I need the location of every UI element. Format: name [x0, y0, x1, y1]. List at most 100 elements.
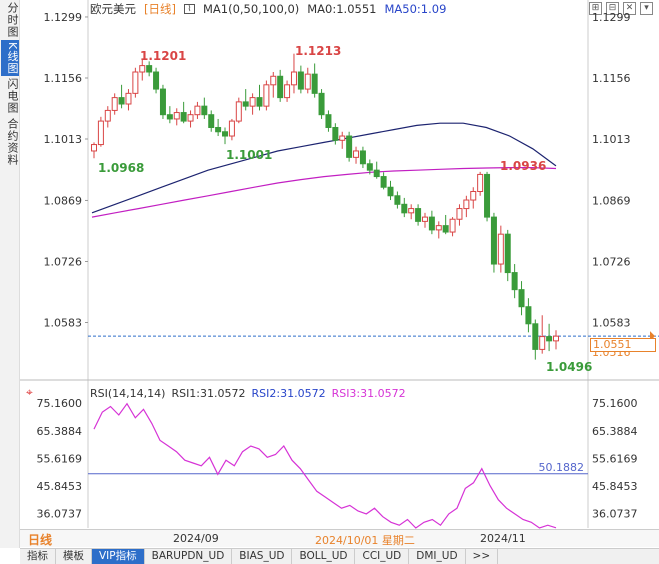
candle-body — [518, 289, 525, 308]
ma50-line — [91, 122, 557, 214]
x-axis: 日线 2024/09 2024/10/01 星期二 2024/11 — [20, 529, 659, 547]
tab-lightning[interactable]: 闪电图 — [6, 78, 19, 115]
tab-contract-info[interactable]: 合约资料 — [6, 118, 19, 167]
tab-timeshare[interactable]: 分时图 — [6, 2, 19, 38]
tab-barupdn[interactable]: BARUPDN_UD — [145, 549, 233, 564]
candle-body — [132, 71, 139, 94]
price-tick-right: 1.0869 — [592, 194, 631, 207]
candle-body — [449, 218, 456, 233]
candle-body — [408, 208, 415, 214]
candle-body — [415, 208, 422, 222]
close-icon[interactable]: ✕ — [623, 2, 636, 15]
candle-body — [339, 135, 346, 141]
candle-body — [166, 114, 173, 120]
x-label-oct: 2024/10/01 星期二 — [315, 534, 415, 547]
price-tick-left: 1.1156 — [44, 72, 83, 85]
tab-indicators[interactable]: 指标 — [20, 549, 56, 564]
x-period-label[interactable]: 日线 — [28, 533, 53, 547]
chart-header: 欧元美元 [日线] ⌇ MA1(0,50,100,0) MA0:1.0551 M… — [90, 1, 446, 17]
candle-body — [194, 105, 201, 116]
price-tick-right: 1.1013 — [592, 133, 631, 146]
candle-body — [304, 73, 311, 90]
price-tick-right: 1.1299 — [592, 11, 631, 24]
rsi-tick-left: 75.1600 — [37, 397, 83, 410]
candle-body — [525, 306, 532, 325]
candle-body — [173, 112, 180, 120]
rsi-tick-left: 45.8453 — [37, 480, 83, 493]
ma50-value: MA50:1.09 — [384, 2, 447, 16]
annotation-high-1: 1.1201 — [140, 49, 186, 63]
price-tick-left: 1.0583 — [44, 317, 83, 330]
candle-body — [311, 73, 318, 94]
ma-title: MA1(0,50,100,0) — [202, 2, 300, 16]
candle-body — [208, 114, 215, 128]
price-tick-right: 1.0726 — [592, 255, 631, 268]
candle-body — [532, 323, 539, 350]
window-controls: ⊞ ⊟ ✕ ▾ — [589, 2, 653, 15]
indicator-tab-bar: 指标 模板 VIP指标 BARUPDN_UD BIAS_UD BOLL_UD C… — [20, 548, 659, 564]
tab-bias[interactable]: BIAS_UD — [232, 549, 293, 564]
rsi-tick-right: 55.6169 — [592, 452, 638, 465]
candle-body — [201, 105, 208, 116]
candle-body — [332, 126, 339, 141]
candle-body — [256, 97, 263, 107]
rsi-legend: RSI(14,14,14) RSI1:31.0572 RSI2:31.0572 … — [90, 387, 406, 400]
candle-body — [359, 150, 366, 165]
candle-body — [228, 120, 235, 137]
tab-cci[interactable]: CCI_UD — [355, 549, 410, 564]
rsi2-value: RSI2:31.0572 — [251, 387, 326, 400]
period-label[interactable]: [日线] — [144, 2, 176, 16]
symbol-name: 欧元美元 — [90, 2, 136, 16]
candle-body — [104, 109, 111, 122]
candle-body — [297, 71, 304, 90]
tab-vip-indicators[interactable]: VIP指标 — [92, 549, 145, 564]
candle-body — [187, 114, 194, 122]
rsi-tick-left: 36.0737 — [37, 508, 83, 521]
candle-body — [470, 191, 477, 201]
candle-body — [325, 114, 332, 128]
rsi-tick-left: 55.6169 — [37, 452, 83, 465]
candle-body — [490, 216, 497, 265]
annotation-low-2: 1.1001 — [226, 148, 272, 162]
candle-body — [118, 97, 125, 105]
rsi-title: RSI(14,14,14) — [90, 387, 166, 400]
grid-icon[interactable]: ⊞ — [589, 2, 602, 15]
tab-more[interactable]: >> — [466, 549, 499, 564]
rsi3-value: RSI3:31.0572 — [331, 387, 406, 400]
tab-kline[interactable]: K线图 — [1, 40, 19, 77]
ma100-line — [91, 167, 557, 218]
tab-boll[interactable]: BOLL_UD — [292, 549, 356, 564]
candle-body — [497, 233, 504, 265]
candle-body — [222, 131, 229, 137]
candle-body — [139, 65, 146, 73]
rsi-tick-left: 65.3884 — [37, 425, 83, 438]
candle-body — [318, 92, 325, 116]
candle-body — [504, 233, 511, 274]
tab-dmi[interactable]: DMI_UD — [409, 549, 466, 564]
candle-body — [235, 101, 242, 122]
ma-indicator-icon[interactable]: ⌇ — [183, 4, 195, 14]
tab-templates[interactable]: 模板 — [56, 549, 92, 564]
rsi-tick-right: 75.1600 — [592, 397, 638, 410]
current-price-label: 1.0551 — [590, 338, 656, 352]
crosshair-icon[interactable]: ⌖ — [26, 385, 33, 399]
annotation-low-3: 1.0496 — [546, 360, 592, 374]
annotation-low-1: 1.0968 — [98, 161, 144, 175]
candle-body — [421, 216, 428, 222]
rsi-tick-right: 65.3884 — [592, 425, 638, 438]
candle-body — [442, 225, 449, 233]
candle-body — [215, 126, 222, 133]
rsi-line — [93, 402, 557, 529]
rsi-tick-right: 45.8453 — [592, 480, 638, 493]
candle-body — [153, 71, 160, 90]
restore-icon[interactable]: ⊟ — [606, 2, 619, 15]
rsi-level-label: 50.1882 — [539, 461, 585, 474]
chevron-down-icon[interactable]: ▾ — [640, 2, 653, 15]
candle-body — [284, 84, 291, 99]
candle-body — [277, 75, 284, 99]
candle-body — [539, 336, 546, 350]
candle-body — [111, 97, 118, 111]
candle-body — [263, 84, 270, 107]
rsi-tick-right: 36.0737 — [592, 508, 638, 521]
